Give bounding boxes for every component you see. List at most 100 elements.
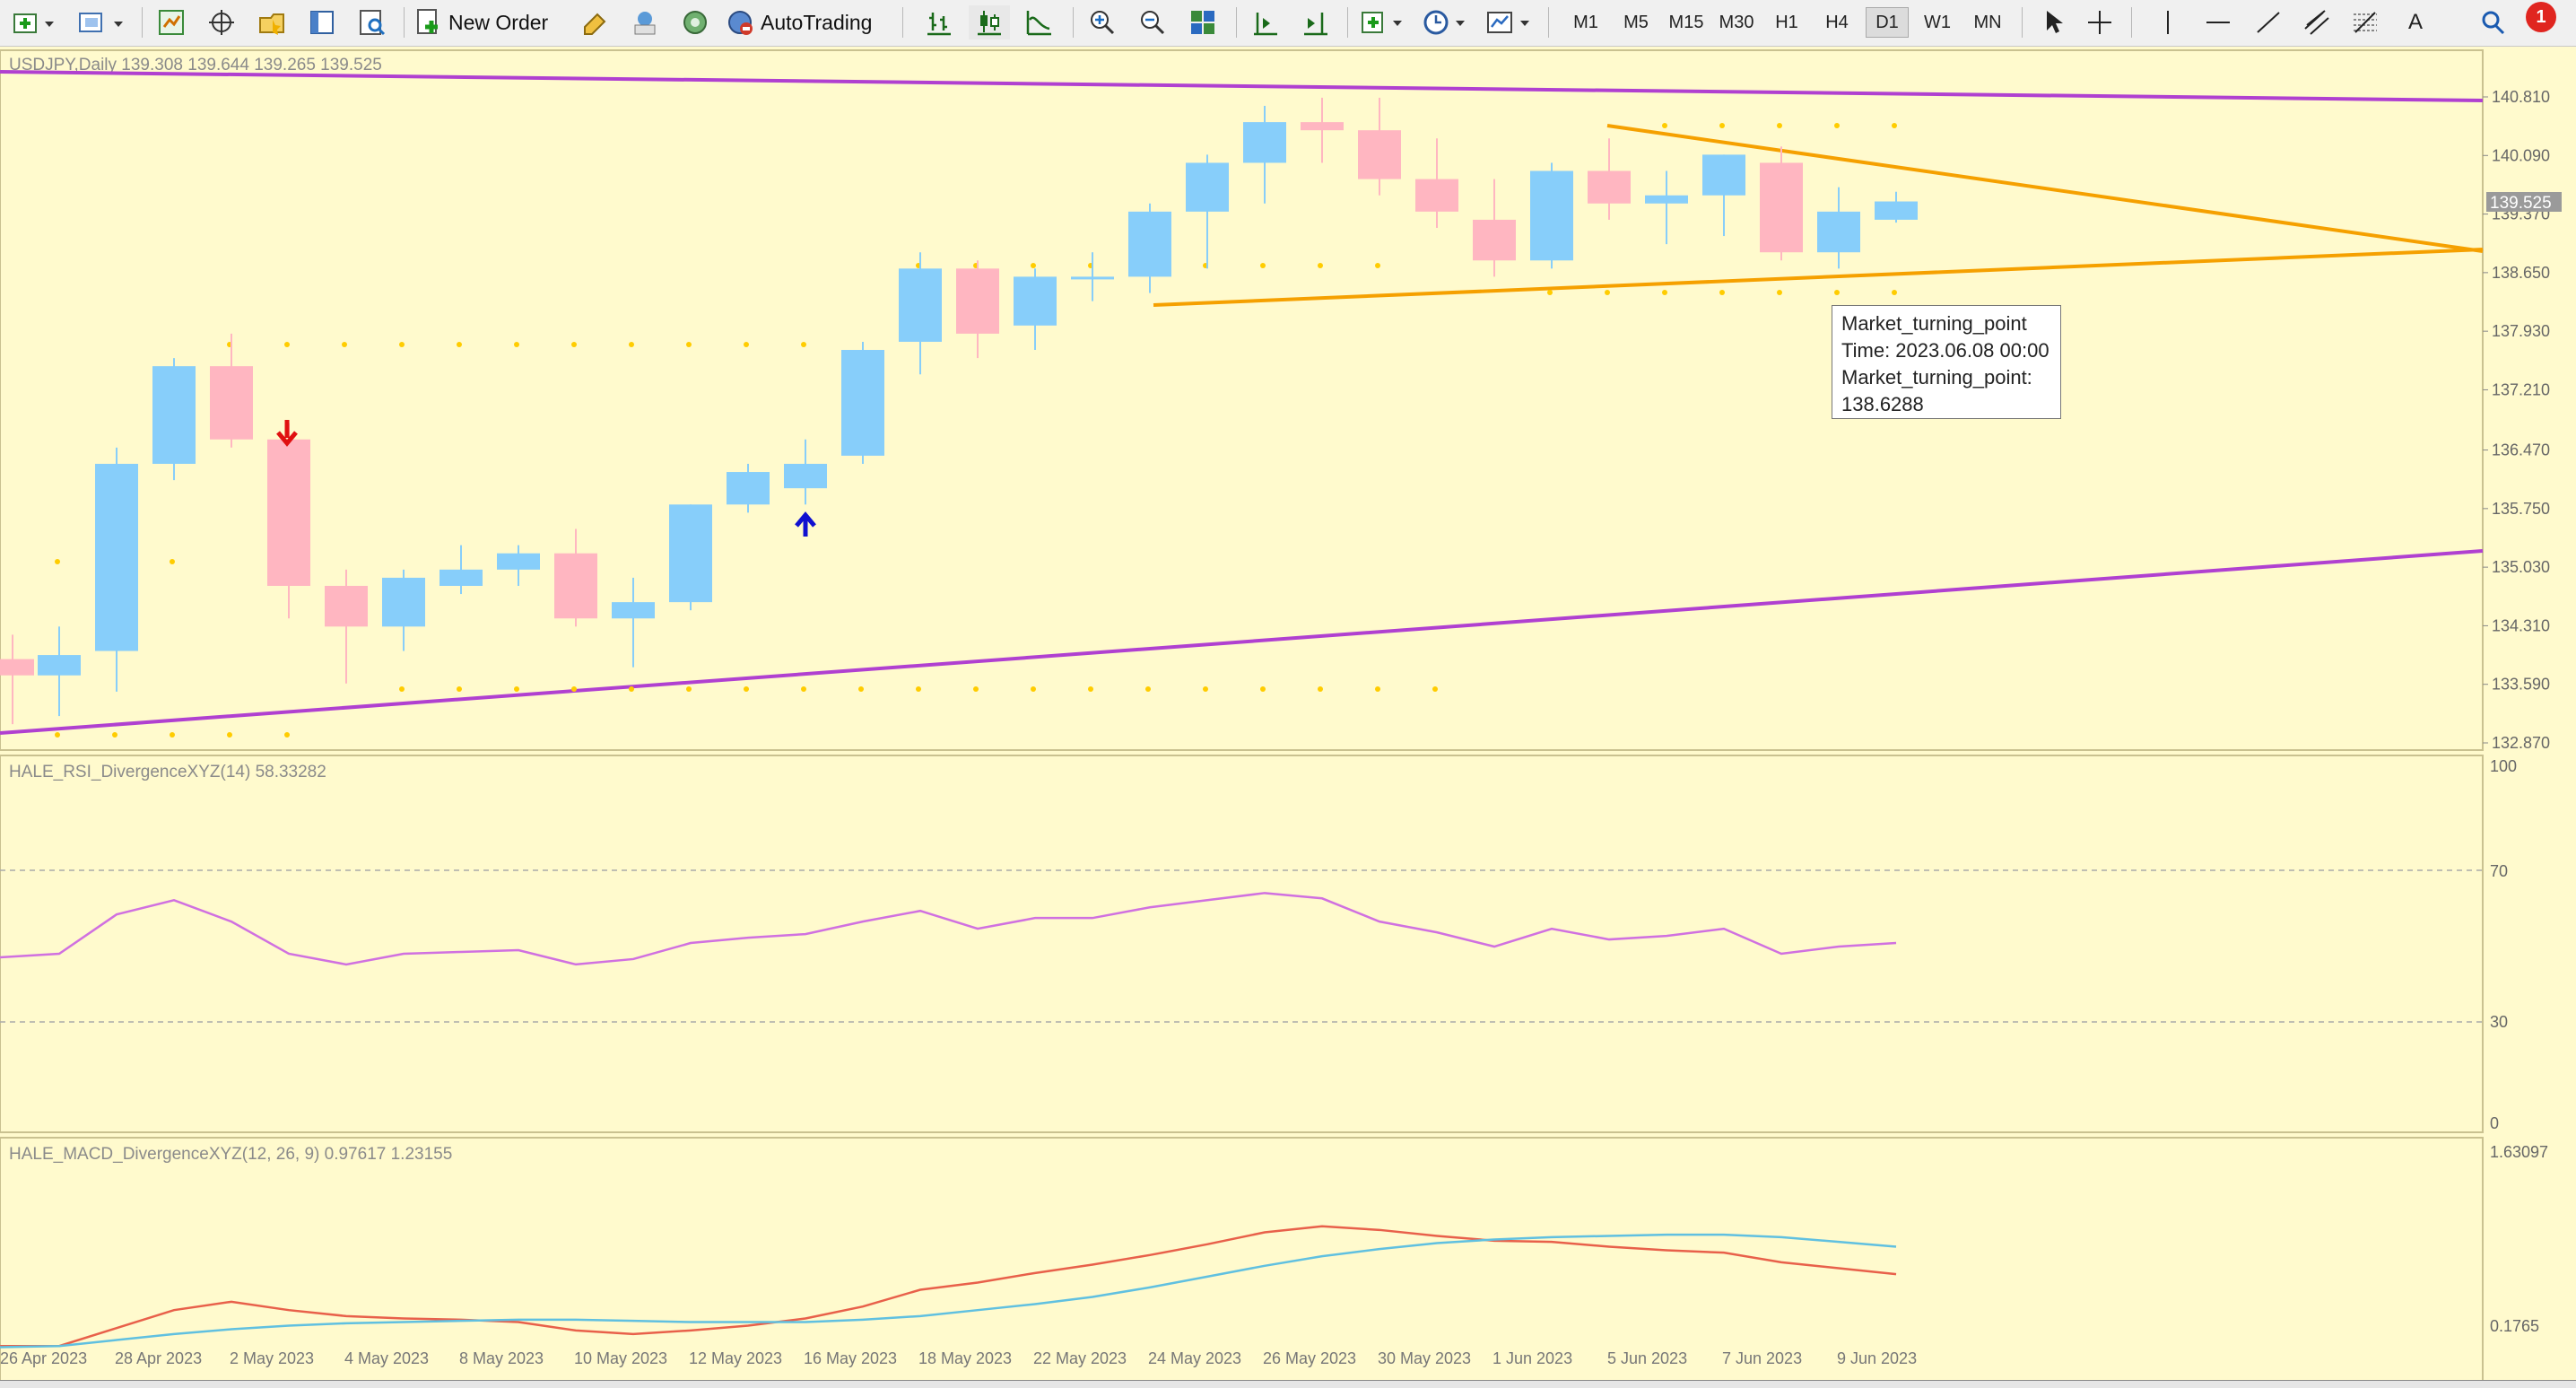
timeframe-w1[interactable]: W1 <box>1924 12 1951 32</box>
candle[interactable] <box>1301 97 1344 163</box>
bar-chart-button[interactable] <box>918 5 960 39</box>
candle[interactable] <box>899 252 942 375</box>
timeframe-m15[interactable]: M15 <box>1668 12 1704 32</box>
search-button[interactable] <box>2474 5 2511 39</box>
vertical-line-button[interactable] <box>2149 5 2187 39</box>
notification-badge[interactable]: 1 <box>2526 2 2556 32</box>
candle[interactable] <box>554 528 597 627</box>
candle[interactable] <box>1645 170 1688 245</box>
candle[interactable] <box>1588 138 1631 220</box>
timeframe-m5[interactable]: M5 <box>1623 12 1649 32</box>
candle[interactable] <box>382 569 425 651</box>
new-order-icon <box>417 9 438 34</box>
horizontal-line-button[interactable] <box>2199 5 2237 39</box>
candle[interactable] <box>1473 179 1516 277</box>
candle-body <box>95 463 138 651</box>
zoom-in-button[interactable] <box>1082 5 1123 39</box>
channel-button[interactable] <box>2298 5 2336 39</box>
candle[interactable] <box>1128 203 1171 293</box>
new-chart-button[interactable] <box>7 5 61 39</box>
candle[interactable] <box>1186 154 1229 269</box>
data-window-button[interactable] <box>251 5 292 39</box>
signals-button[interactable] <box>624 5 666 39</box>
terminal-button[interactable] <box>301 5 343 39</box>
candle[interactable] <box>1358 97 1401 196</box>
indicators-button[interactable] <box>1356 5 1412 39</box>
candlestick-button[interactable] <box>969 5 1010 39</box>
chart-area[interactable]: USDJPY,Daily 139.308 139.644 139.265 139… <box>0 47 2576 1380</box>
profiles-button[interactable] <box>72 5 131 39</box>
candle-body <box>784 463 827 489</box>
candle[interactable] <box>1875 191 1918 223</box>
candle[interactable] <box>1243 105 1286 204</box>
candle[interactable] <box>1530 162 1573 269</box>
strategy-tester-icon <box>360 10 386 36</box>
trendline-button[interactable] <box>2250 5 2287 39</box>
candle[interactable] <box>956 260 999 359</box>
cursor-button[interactable] <box>2034 5 2072 39</box>
market-watch-icon <box>159 10 184 35</box>
timeframe-h1[interactable]: H1 <box>1775 12 1798 32</box>
new-order-button[interactable]: New Order <box>413 5 563 39</box>
candle[interactable] <box>152 358 196 481</box>
date-label: 16 May 2023 <box>804 1349 897 1367</box>
timeframe-m30[interactable]: M30 <box>1719 12 1754 32</box>
candle[interactable] <box>669 504 712 611</box>
line-chart-button[interactable] <box>1019 5 1060 39</box>
market-watch-button[interactable] <box>151 5 192 39</box>
candle[interactable] <box>439 545 483 595</box>
navigator-icon <box>209 10 234 35</box>
candle[interactable] <box>1014 268 1057 351</box>
autoscroll-button[interactable] <box>1295 5 1336 39</box>
tile-windows-button[interactable] <box>1182 5 1223 39</box>
timeframe-mn[interactable]: MN <box>1973 12 2002 32</box>
timeframe-h4[interactable]: H4 <box>1825 12 1849 32</box>
text-tool-button[interactable]: A <box>2407 10 2423 34</box>
candle[interactable] <box>841 341 884 464</box>
triangle-lower-line[interactable] <box>1153 248 2484 307</box>
candle[interactable] <box>497 545 540 586</box>
turning-point-dot <box>1318 686 1323 692</box>
candle[interactable] <box>1817 187 1860 269</box>
templates-button[interactable] <box>1482 5 1537 39</box>
candle[interactable] <box>784 439 827 505</box>
candle[interactable] <box>325 569 368 684</box>
navigator-button[interactable] <box>201 5 242 39</box>
zoom-out-button[interactable] <box>1132 5 1173 39</box>
chart-shift-icon <box>1254 13 1277 36</box>
candle[interactable] <box>95 447 138 692</box>
candle[interactable] <box>210 333 253 448</box>
autotrading-button[interactable]: AutoTrading <box>725 5 892 39</box>
candle[interactable] <box>1760 146 1803 261</box>
turning-point-dot <box>1260 263 1266 268</box>
sell-arrow-icon[interactable] <box>276 420 298 447</box>
buy-arrow-icon[interactable] <box>795 511 816 537</box>
price-label: 137.930 <box>2492 322 2550 340</box>
periods-button[interactable] <box>1419 5 1475 39</box>
candle[interactable] <box>267 423 310 619</box>
triangle-upper-line[interactable] <box>1606 124 2484 253</box>
candle[interactable] <box>1702 154 1745 237</box>
status-bar <box>0 1380 2576 1388</box>
crosshair-icon <box>2088 11 2111 34</box>
candle[interactable] <box>1415 138 1458 228</box>
candle[interactable] <box>38 626 81 717</box>
timeframe-d1[interactable]: D1 <box>1866 7 1909 38</box>
candle[interactable] <box>0 634 34 725</box>
candle[interactable] <box>612 577 655 668</box>
candle[interactable] <box>1071 252 1114 301</box>
date-label: 10 May 2023 <box>574 1349 667 1367</box>
lower-trendline[interactable] <box>0 549 2484 735</box>
timeframe-m1[interactable]: M1 <box>1573 12 1598 32</box>
strategy-tester-button[interactable] <box>352 5 393 39</box>
chart-shift-button[interactable] <box>1245 5 1286 39</box>
fibonacci-button[interactable] <box>2346 5 2384 39</box>
market-button[interactable] <box>674 5 716 39</box>
crosshair-button[interactable] <box>2081 5 2119 39</box>
turning-point-dot <box>457 342 462 347</box>
metaeditor-button[interactable] <box>574 5 615 39</box>
turning-point-dot <box>227 732 232 738</box>
candle[interactable] <box>727 463 770 513</box>
macd-signal-line <box>0 1233 1897 1349</box>
upper-trendline[interactable] <box>0 70 2484 102</box>
